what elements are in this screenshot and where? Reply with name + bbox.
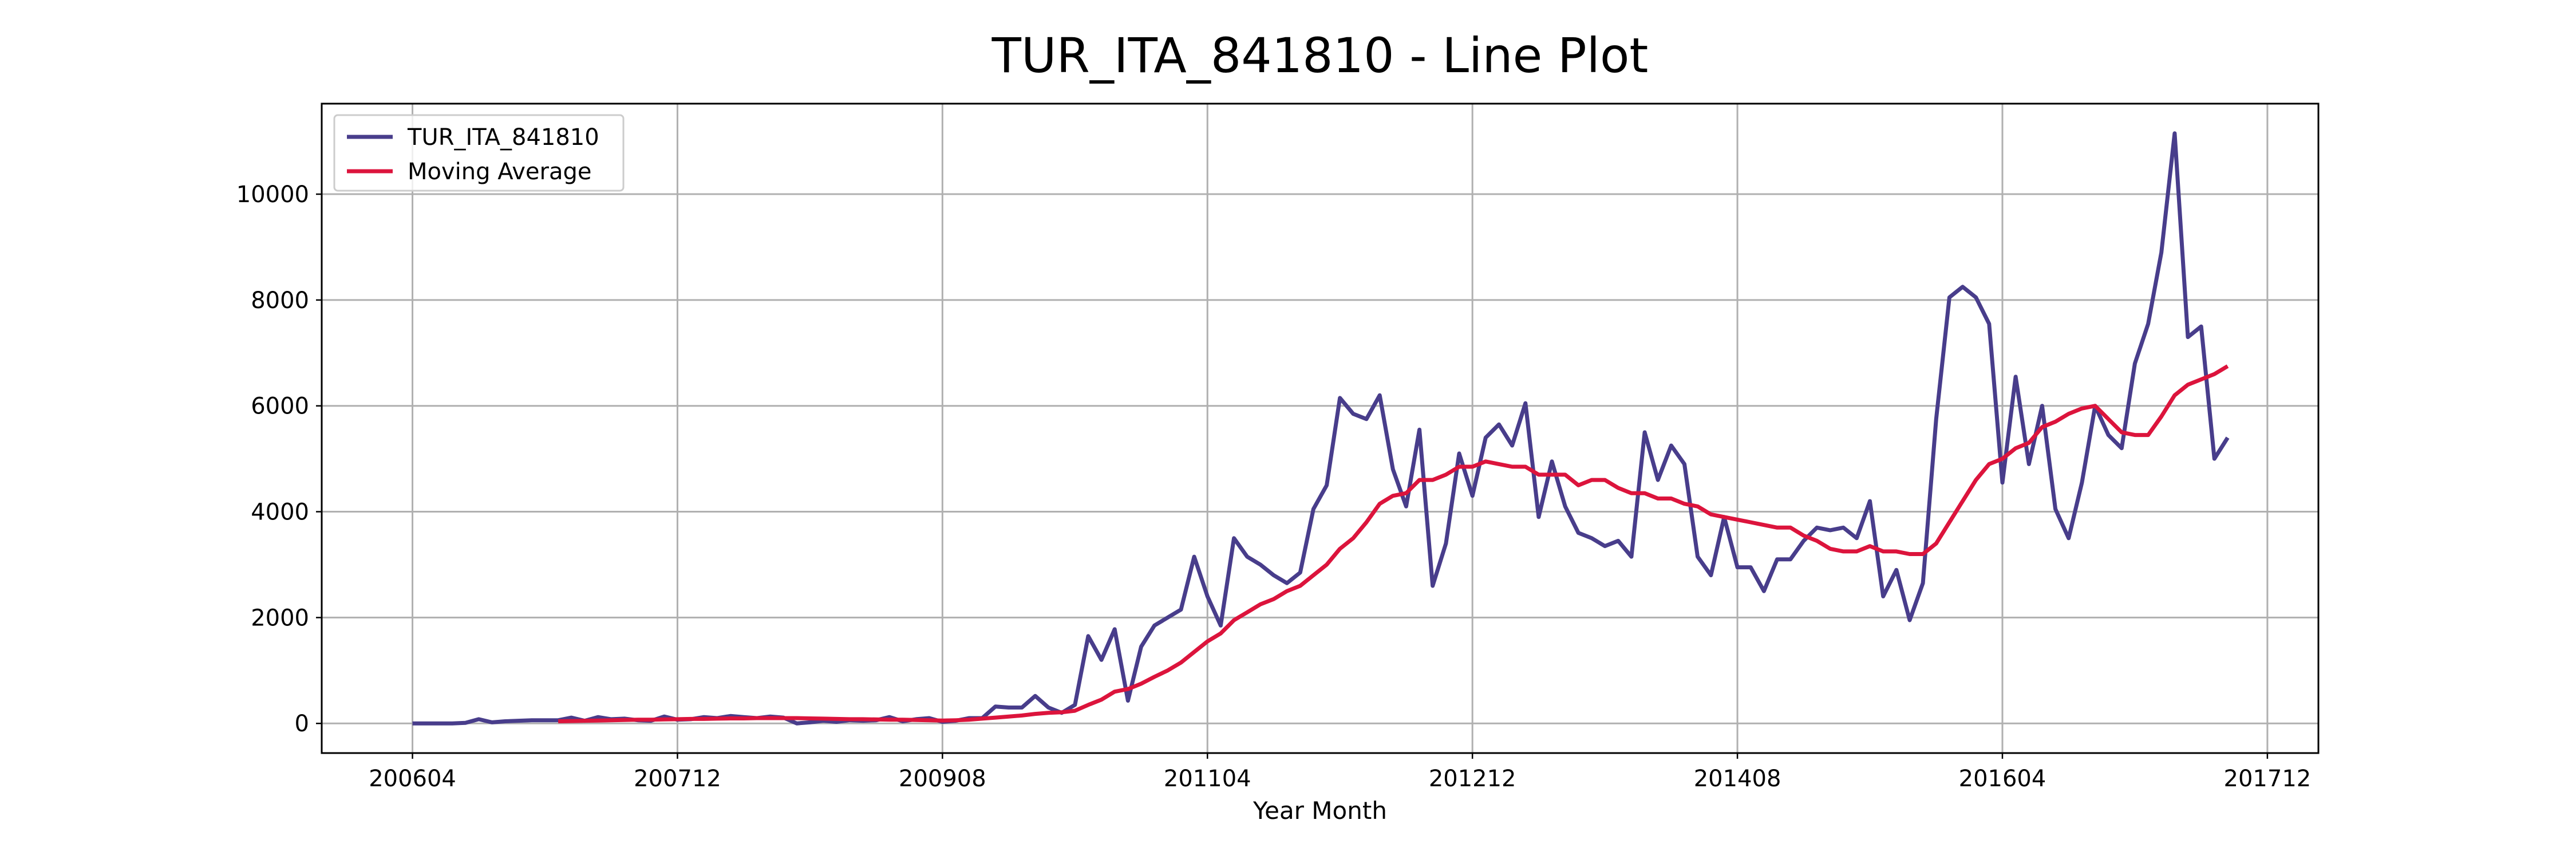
chart-title: TUR_ITA_841810 - Line Plot <box>991 27 1649 84</box>
legend-label: Moving Average <box>408 159 591 185</box>
data-line <box>558 364 2229 723</box>
y-tick-label: 8000 <box>251 287 309 314</box>
x-tick-label: 200712 <box>634 766 721 792</box>
x-axis-label: Year Month <box>1253 797 1387 825</box>
x-tick-label: 200908 <box>899 766 986 792</box>
x-tick-label: 201212 <box>1429 766 1516 792</box>
y-tick-label: 0 <box>295 711 309 737</box>
x-tick-label: 201104 <box>1164 766 1251 792</box>
y-tick-label: 10000 <box>236 182 309 208</box>
x-tick-label: 201712 <box>2224 766 2312 792</box>
legend-label: TUR_ITA_841810 <box>407 124 599 151</box>
x-tick-label: 201604 <box>1959 766 2046 792</box>
x-tick-label: 200604 <box>369 766 456 792</box>
y-tick-label: 6000 <box>251 393 309 420</box>
y-tick-label: 4000 <box>251 499 309 526</box>
plot-frame <box>321 103 2320 754</box>
x-tick-label: 201408 <box>1694 766 1781 792</box>
y-tick-label: 2000 <box>251 605 309 631</box>
legend-box <box>333 114 625 192</box>
